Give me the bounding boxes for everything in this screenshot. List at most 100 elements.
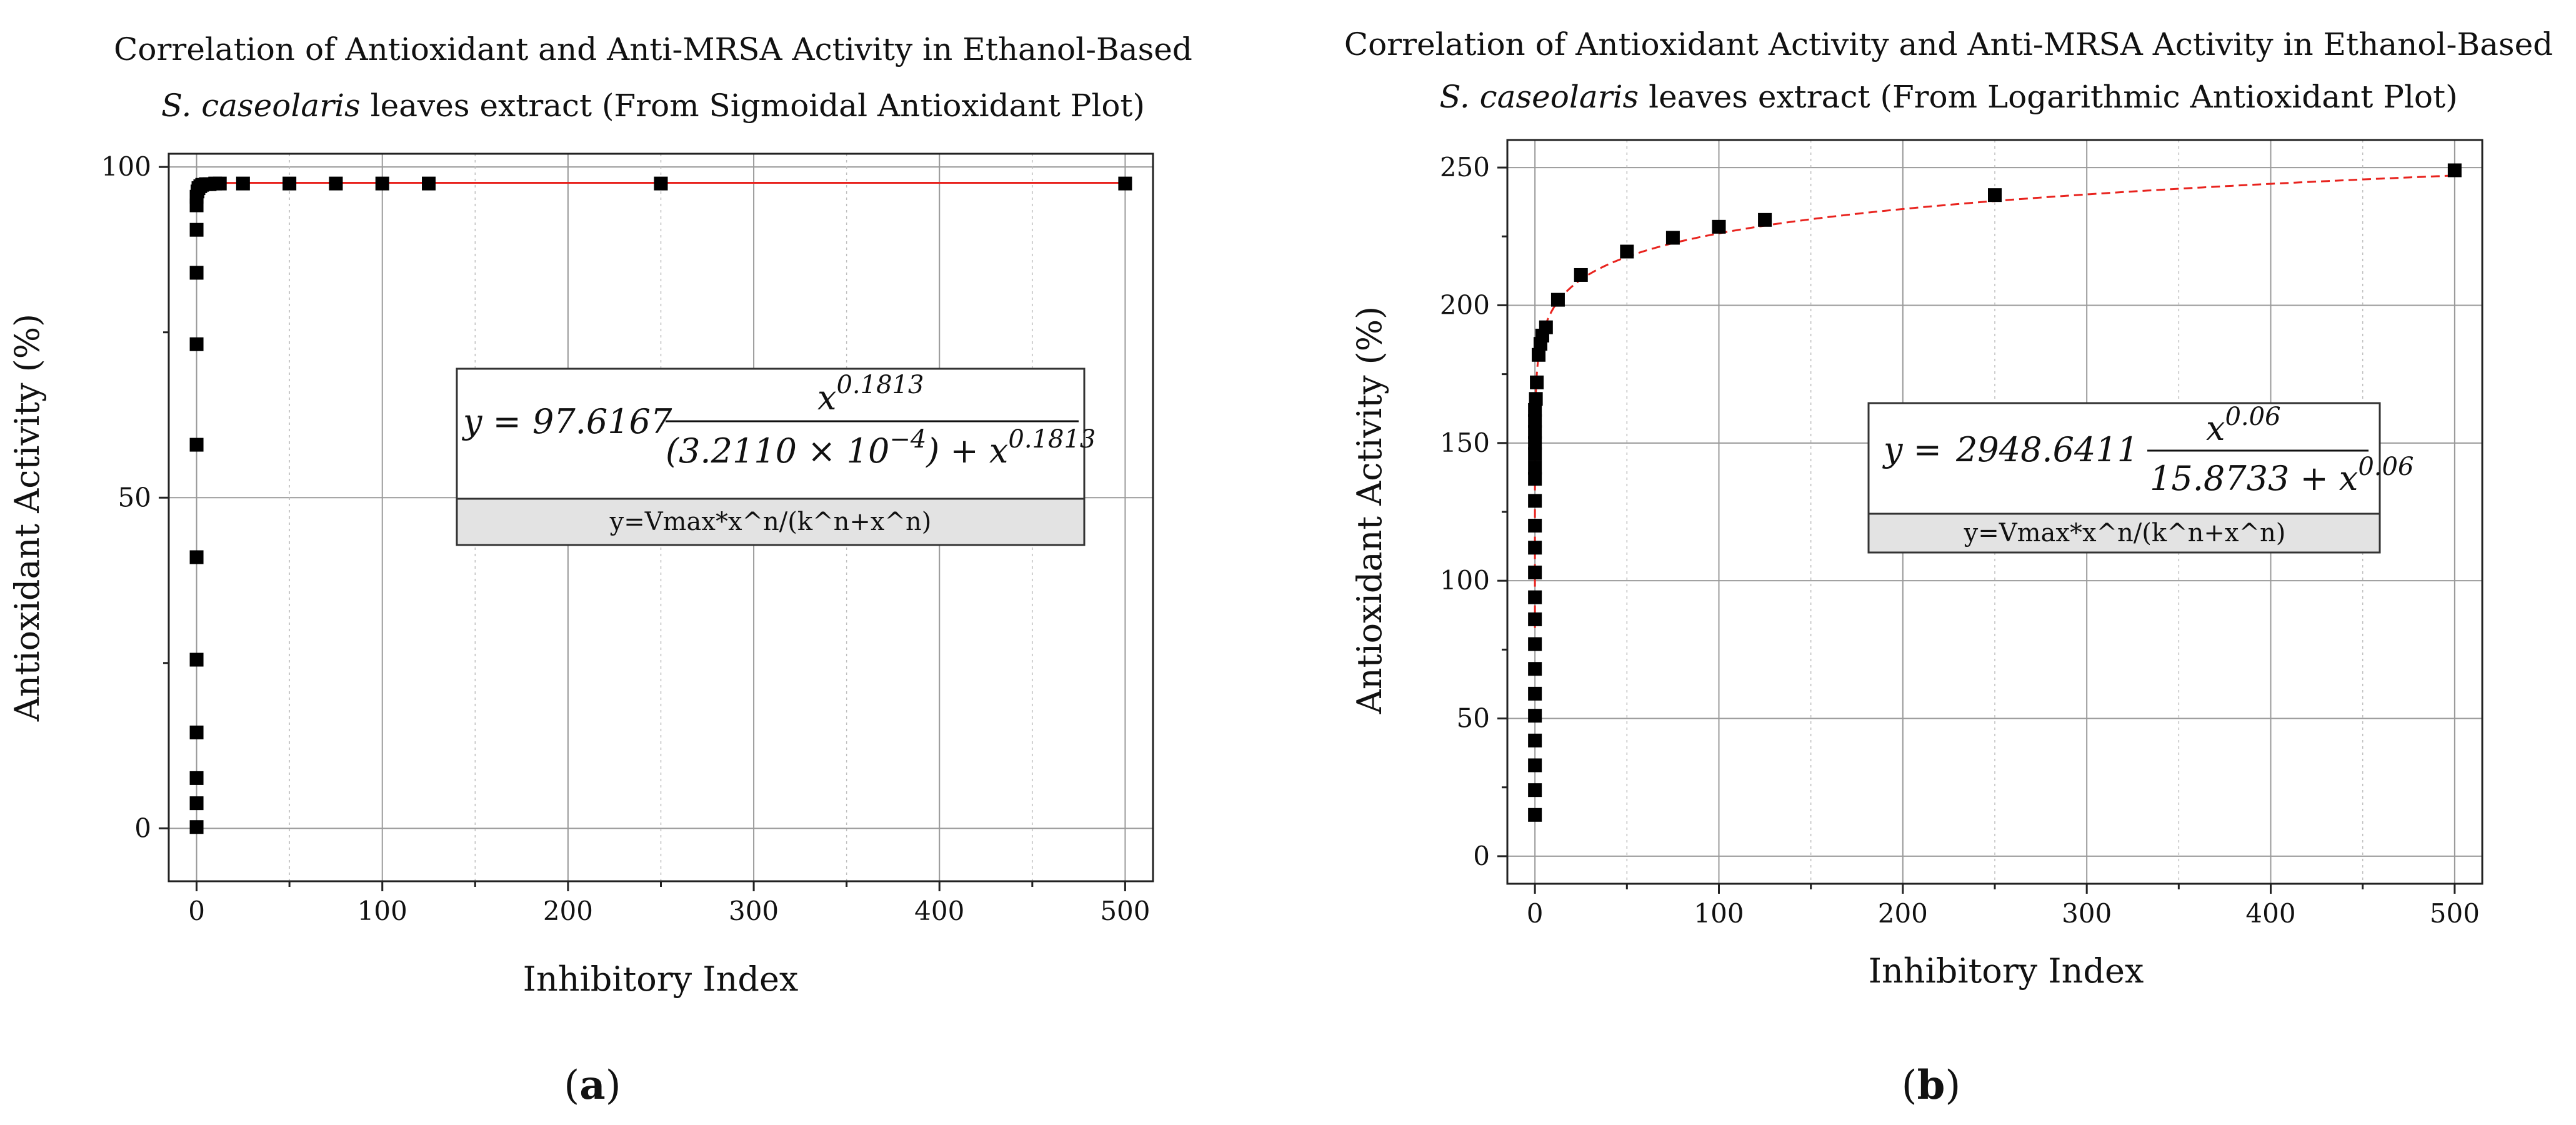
data-point: [189, 266, 204, 280]
data-point: [1528, 414, 1542, 428]
y-tick-label: 100: [1440, 565, 1490, 596]
data-point: [189, 550, 204, 564]
chart-a-eq-y: y =: [462, 402, 521, 441]
chart-a-formula-frame: [456, 498, 1086, 546]
chart-panel-b: Correlation of Antioxidant Activity and …: [1344, 26, 2553, 1109]
chart-a-x-axis-title: Inhibitory Index: [523, 959, 799, 999]
data-point: [1528, 494, 1542, 508]
data-point: [1528, 612, 1542, 626]
data-point: [1528, 565, 1542, 579]
data-point: [1665, 231, 1680, 245]
data-point: [1528, 709, 1542, 723]
y-tick-label: 0: [134, 812, 151, 843]
x-tick-label: 300: [2062, 898, 2112, 929]
data-point: [654, 176, 668, 191]
data-point: [1988, 188, 2002, 202]
data-point: [1574, 268, 1588, 282]
chart-a-eq-coefficient: 97.6167: [532, 402, 672, 441]
data-point: [1528, 808, 1542, 822]
chart-b-title-rest: leaves extract (From Logarithmic Antioxi…: [1639, 79, 2457, 115]
chart-b-title-line1: Correlation of Antioxidant Activity and …: [1344, 26, 2553, 62]
chart-b-eq-coefficient: 2948.6411: [1955, 430, 2139, 469]
data-point: [212, 176, 227, 191]
chart-b-title-line2: S. caseolaris leaves extract (From Logar…: [1439, 79, 2457, 115]
data-point: [189, 652, 204, 667]
x-tick-label: 300: [729, 896, 779, 926]
panel-label-a: (a): [564, 1062, 621, 1109]
chart-b-formula: y=Vmax*x^n/(k^n+x^n): [1964, 519, 2286, 548]
data-point: [189, 222, 204, 237]
data-point: [1530, 375, 1544, 389]
data-point: [1528, 436, 1542, 450]
data-point: [329, 176, 343, 191]
chart-a-title-rest: leaves extract (From Sigmoidal Antioxida…: [361, 88, 1145, 124]
data-point: [1528, 541, 1542, 555]
chart-b-y-axis-title: Antioxidant Activity (%): [1350, 306, 1389, 714]
data-point: [1528, 447, 1542, 461]
data-point: [236, 176, 250, 191]
data-point: [1620, 244, 1634, 259]
chart-b-eq-denominator: 15.8733 + x0.06: [2150, 452, 2414, 498]
data-point: [189, 796, 204, 811]
chart-a-eq-numerator: x0.1813: [817, 371, 924, 418]
data-point: [1528, 686, 1542, 701]
x-tick-label: 0: [188, 896, 205, 926]
y-tick-label: 250: [1440, 152, 1490, 182]
y-tick-label: 0: [1473, 841, 1490, 871]
data-point: [1528, 758, 1542, 772]
data-point: [1528, 425, 1542, 439]
data-point: [1539, 320, 1553, 334]
data-point: [189, 438, 204, 452]
data-point: [1529, 392, 1543, 406]
x-tick-label: 200: [1878, 898, 1928, 929]
data-point: [1532, 348, 1546, 362]
chart-a-formula: y=Vmax*x^n/(k^n+x^n): [609, 508, 932, 536]
data-point: [1528, 637, 1542, 651]
x-tick-label: 100: [1694, 898, 1744, 929]
data-point: [2447, 163, 2462, 178]
x-tick-label: 0: [1527, 898, 1544, 929]
y-tick-label: 200: [1440, 289, 1490, 320]
chart-b-x-axis-title: Inhibitory Index: [1869, 951, 2144, 991]
chart-a-equation-frame: [456, 368, 1086, 500]
chart-b-eq-numerator: x0.06: [2206, 402, 2281, 448]
data-point: [1528, 733, 1542, 748]
chart-b-equation-box: y = 2948.6411 x0.06 15.8733 + x0.06 y=Vm…: [1867, 402, 2414, 554]
y-tick-label: 100: [101, 151, 151, 182]
data-point: [1528, 662, 1542, 676]
x-tick-label: 100: [357, 896, 407, 926]
chart-a-points: [189, 176, 1132, 834]
data-point: [1528, 519, 1542, 533]
chart-b-formula-frame: [1867, 512, 2381, 554]
chart-a-title-species: S. caseolaris: [161, 88, 361, 124]
y-tick-label: 50: [1457, 703, 1490, 734]
y-tick-label: 150: [1440, 428, 1490, 458]
data-point: [282, 176, 297, 191]
data-point: [189, 337, 204, 351]
data-point: [1528, 402, 1542, 417]
chart-a-y-axis-title: Antioxidant Activity (%): [7, 314, 47, 722]
data-point: [1550, 292, 1565, 307]
data-point: [1528, 461, 1542, 475]
y-tick-label: 50: [118, 482, 151, 512]
x-tick-label: 400: [914, 896, 964, 926]
chart-a-title-line2: S. caseolaris leaves extract (From Sigmo…: [161, 88, 1145, 124]
chart-panel-a: Correlation of Antioxidant and Anti-MRSA…: [7, 31, 1192, 1109]
chart-a-title-line1: Correlation of Antioxidant and Anti-MRSA…: [114, 31, 1192, 68]
panel-label-b: (b): [1902, 1062, 1961, 1109]
chart-a-eq-denominator: (3.2110 × 10−4) + x0.1813: [666, 425, 1096, 471]
chart-b-equation-frame: [1867, 402, 2381, 515]
x-tick-label: 200: [543, 896, 593, 926]
chart-b-title-species: S. caseolaris: [1439, 79, 1639, 115]
data-point: [1712, 219, 1726, 234]
data-point: [1758, 212, 1772, 227]
x-tick-label: 400: [2245, 898, 2295, 929]
data-point: [1118, 176, 1132, 191]
data-point: [1528, 783, 1542, 798]
data-point: [375, 176, 389, 191]
data-point: [189, 820, 204, 834]
x-tick-label: 500: [2430, 898, 2480, 929]
data-point: [1528, 472, 1542, 486]
x-tick-label: 500: [1100, 896, 1150, 926]
